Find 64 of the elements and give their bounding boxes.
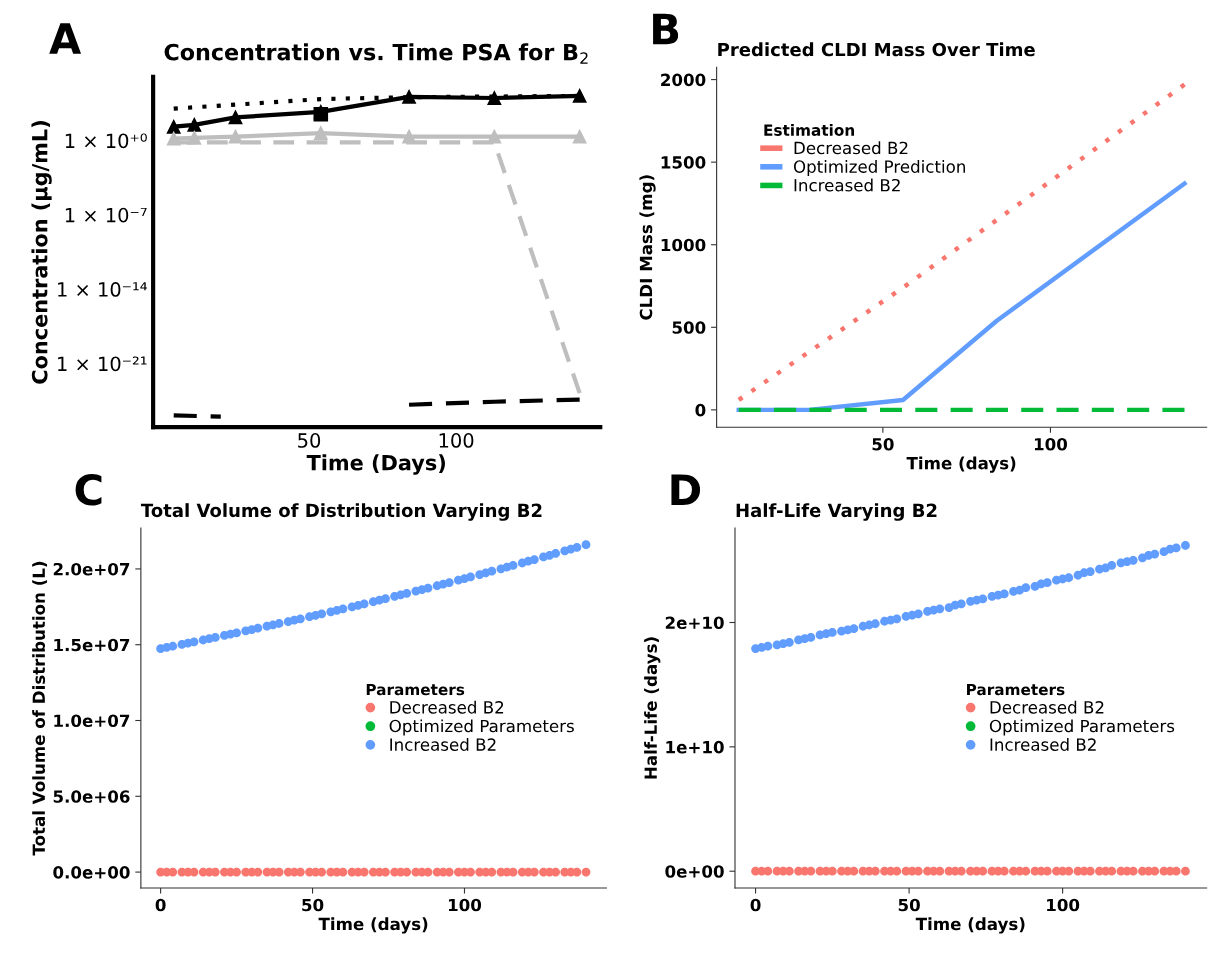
chart-title: Total Volume of Distribution Varying B2 bbox=[140, 503, 542, 521]
x-tick-label: 0 bbox=[155, 898, 166, 912]
x-axis-title: Time (Days) bbox=[306, 454, 445, 475]
y-axis-title: CLDI Mass (mg) bbox=[639, 175, 656, 320]
y-axis-title: Half-Life (days) bbox=[644, 637, 661, 779]
point bbox=[228, 129, 243, 144]
legend-label: Increased B2 bbox=[990, 738, 1096, 751]
x-axis-title: Time (days) bbox=[915, 917, 1025, 934]
chart-title: Concentration vs. Time PSA for B$_{2}$ bbox=[164, 43, 588, 64]
x-tick-label: 50 bbox=[872, 437, 894, 451]
y-tick-label: 1.0e+07 bbox=[54, 714, 130, 728]
x-axis-title: Time (days) bbox=[318, 917, 428, 934]
x-tick-label: 50 bbox=[298, 433, 321, 448]
y-tick-label: 1000 bbox=[661, 238, 706, 252]
point bbox=[572, 129, 587, 144]
legend-title: Parameters bbox=[366, 683, 465, 696]
y-tick-label: 0e+00 bbox=[665, 865, 724, 878]
x-tick-label: 100 bbox=[448, 898, 482, 912]
legend-label: Optimized Parameters bbox=[989, 719, 1175, 736]
y-axis-title: Total Volume of Distribution (L) bbox=[32, 561, 48, 856]
y-tick-label: 1500 bbox=[661, 156, 706, 169]
x-tick-label: 100 bbox=[439, 433, 474, 448]
legend-label: Increased B2 bbox=[794, 178, 900, 192]
y-tick-label: 0 bbox=[695, 403, 706, 417]
legend-label: Decreased B2 bbox=[990, 700, 1104, 714]
point bbox=[572, 88, 587, 103]
y-tick-label: 1 × 10⁻¹⁴ bbox=[58, 282, 147, 297]
x-tick-label: 100 bbox=[1034, 437, 1068, 451]
legend-label: Optimized Prediction bbox=[793, 159, 965, 177]
text: A bbox=[49, 23, 82, 54]
y-tick-label: 1 × 10⁺⁰ bbox=[65, 133, 147, 149]
y-tick-label: 1e+10 bbox=[666, 740, 724, 754]
text: C bbox=[75, 474, 102, 506]
y-tick-label: 500 bbox=[672, 321, 706, 334]
point bbox=[402, 89, 416, 104]
text: B bbox=[653, 13, 679, 45]
legend-label: Decreased B2 bbox=[390, 700, 504, 714]
point bbox=[187, 117, 202, 132]
point bbox=[313, 126, 328, 141]
chart-title: Half-Life Varying B2 bbox=[736, 503, 937, 521]
y-tick-label: 1 × 10⁻⁷ bbox=[65, 207, 147, 223]
y-tick-label: 0.0e+00 bbox=[53, 866, 130, 879]
x-tick-label: 50 bbox=[302, 898, 324, 912]
legend-label: Decreased B2 bbox=[794, 141, 908, 155]
point bbox=[487, 91, 502, 105]
x-tick-label: 0 bbox=[750, 898, 761, 912]
y-tick-label: 2.0e+07 bbox=[53, 562, 130, 576]
legend-label: Optimized Parameters bbox=[389, 719, 574, 736]
x-tick-label: 50 bbox=[898, 898, 920, 912]
y-tick-label: 5.0e+06 bbox=[53, 790, 130, 803]
y-tick-label: 1.5e+07 bbox=[54, 638, 130, 652]
y-tick-label: 1 × 10⁻²¹ bbox=[58, 356, 147, 372]
y-axis-title: Concentration (μg/mL) bbox=[31, 121, 52, 384]
chart-title: Predicted CLDI Mass Over Time bbox=[718, 42, 1035, 57]
text: D bbox=[671, 474, 701, 505]
legend-label: Increased B2 bbox=[390, 738, 496, 751]
legend-title: Estimation bbox=[764, 124, 855, 136]
legend-title: Parameters bbox=[967, 683, 1065, 696]
x-axis-title: Time (days) bbox=[906, 456, 1016, 473]
y-tick-label: 2e+10 bbox=[665, 616, 724, 630]
x-tick-label: 100 bbox=[1047, 898, 1080, 912]
point bbox=[166, 119, 181, 134]
y-tick-label: 2000 bbox=[661, 73, 706, 87]
point bbox=[228, 110, 243, 125]
